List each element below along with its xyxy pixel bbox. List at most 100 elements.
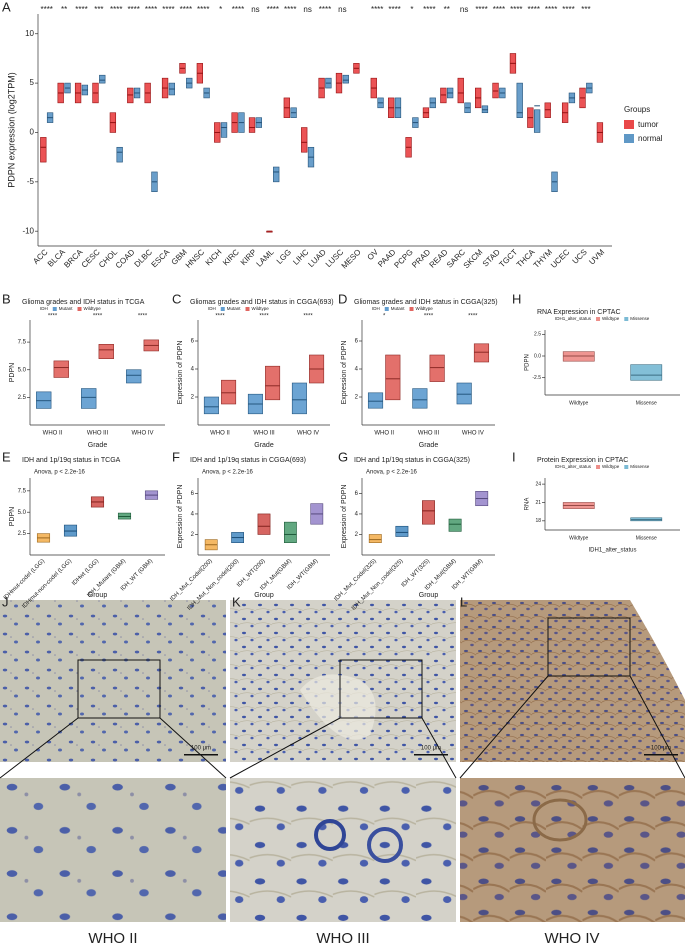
panel-letter: A [2, 0, 11, 14]
legend-label: tumor [638, 120, 659, 129]
box [533, 109, 541, 133]
legend-swatch [624, 317, 629, 321]
x-tick-label: TGCT [497, 247, 519, 269]
box [220, 122, 228, 138]
legend-swatch [596, 317, 601, 321]
image-label: WHO III [316, 930, 369, 947]
box [301, 127, 308, 153]
chart-subtitle: Anova, p < 2.2e-16 [202, 470, 254, 476]
scale-label: 100 μm [191, 746, 211, 752]
significance-label: **** [267, 5, 279, 14]
x-tick-label: HNSC [184, 247, 207, 270]
x-tick-label: ESCA [150, 247, 172, 269]
y-tick-label: 18 [535, 518, 541, 524]
y-tick-label: 2.5 [18, 395, 27, 401]
y-tick-label: 21 [535, 500, 541, 506]
x-tick-label: LAML [255, 247, 277, 269]
background [630, 600, 685, 700]
y-axis-label: PDPN [525, 354, 531, 371]
legend-title: Groups [624, 105, 650, 114]
legend-label: Wildtype [602, 316, 620, 321]
y-tick-label: 6 [191, 339, 195, 345]
x-tick-label: IDH_Mut_Codel(325) [333, 558, 377, 602]
legend-label: Missense [630, 464, 650, 469]
x-tick-label: WHO IV [132, 431, 154, 437]
box [368, 534, 382, 543]
box [385, 354, 401, 401]
x-tick-label: READ [428, 247, 450, 269]
significance-label: ** [61, 5, 67, 14]
x-tick-label: LGG [275, 248, 293, 266]
legend-label: Mutant [391, 306, 406, 311]
significance-label: **** [180, 5, 192, 14]
box [630, 364, 663, 381]
y-tick-label: 4 [355, 367, 359, 373]
chart-title: IDH and 1p/19q status in CGGA(693) [190, 457, 306, 464]
x-tick-label: CESC [80, 247, 102, 269]
scale-label: 100 μm [421, 746, 441, 752]
x-tick-label: COAD [114, 247, 137, 270]
significance-label: **** [259, 314, 269, 320]
y-tick-label: 2 [191, 395, 195, 401]
legend-swatch [384, 307, 389, 311]
x-axis-label: Group [419, 592, 439, 599]
x-tick-label: WHO IV [297, 431, 319, 437]
panel-letter: F [172, 449, 180, 464]
legend-label: Wildtype [602, 464, 620, 469]
panel-letter: D [338, 291, 347, 306]
box [284, 521, 297, 543]
significance-label: ns [303, 5, 311, 14]
vessel [532, 798, 588, 842]
y-tick-label: 0.0 [534, 353, 541, 359]
micrograph-zoom [460, 778, 685, 922]
chart-title: Gliomas grades and IDH status in CGGA(32… [354, 299, 498, 306]
zoom-box [339, 659, 423, 719]
panel-letter: G [338, 449, 348, 464]
micrographs: 100 μm 100 μm 100 μm J K L WHO II WHO II… [0, 594, 685, 947]
significance-label: **** [145, 5, 157, 14]
x-axis-label: Grade [254, 442, 274, 449]
x-tick-label: SKCM [462, 247, 485, 270]
box [126, 369, 142, 384]
y-tick-label: -5 [27, 177, 35, 186]
chart-subtitle: Anova, p < 2.2e-16 [34, 470, 86, 476]
panel-letter: K [232, 594, 241, 609]
legend-label: Missense [630, 316, 650, 321]
significance-label: **** [232, 5, 244, 14]
legend-swatch [596, 465, 601, 469]
y-tick-label: 5.0 [18, 510, 27, 516]
zoom-box [77, 659, 161, 719]
zoom-line [229, 717, 457, 779]
panel-letter: E [2, 449, 11, 464]
box [473, 343, 490, 363]
box [291, 382, 307, 415]
x-tick-label: WHO II [374, 431, 394, 437]
box [248, 117, 256, 133]
box [40, 137, 47, 163]
legend-label: normal [638, 134, 663, 143]
y-tick-label: 7.5 [18, 340, 27, 346]
y-tick-label: 2.5 [534, 332, 541, 338]
y-tick-label: -2.5 [532, 375, 541, 381]
box [203, 396, 219, 415]
box [429, 354, 445, 382]
significance-label: **** [48, 314, 58, 320]
y-axis-label: Expression of PDPN [177, 341, 184, 405]
box [98, 344, 114, 359]
legend-title: IDH [208, 306, 216, 311]
legend-label: Wildtype [84, 306, 102, 311]
significance-label: ** [444, 5, 450, 14]
legend-title: IDH1_alter_status [555, 316, 592, 321]
legend-title: IDH [40, 306, 48, 311]
y-tick-label: 6 [355, 491, 359, 497]
box [257, 513, 271, 535]
panel-letter: H [512, 291, 521, 306]
y-tick-label: 6 [191, 491, 195, 497]
chart-title: IDH and 1p/19q status in CGGA(325) [354, 457, 470, 464]
box [116, 146, 123, 163]
x-tick-label: Wildtype [569, 535, 588, 541]
x-tick-label: DLBC [133, 247, 155, 269]
significance-label: ns [460, 5, 468, 14]
